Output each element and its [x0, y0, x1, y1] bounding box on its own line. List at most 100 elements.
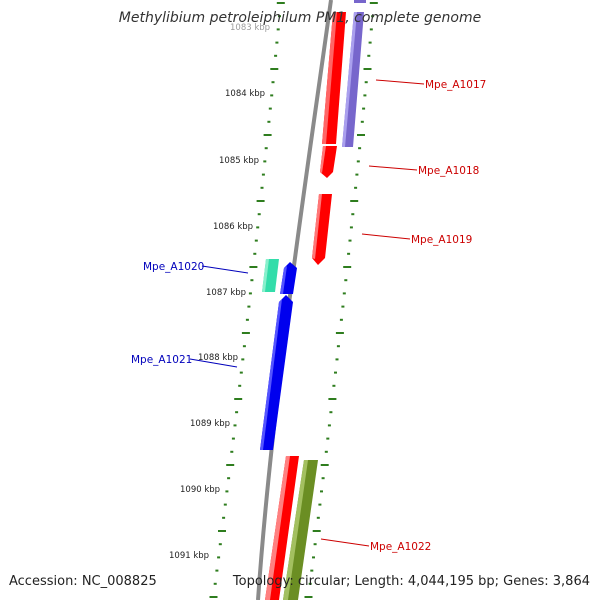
minor-tick [268, 107, 272, 110]
minor-tick [231, 437, 235, 440]
minor-tick [275, 41, 279, 44]
gene-mpe-a1019[interactable] [312, 194, 332, 265]
minor-tick [264, 147, 268, 150]
minor-tick [313, 543, 317, 546]
gene-label-a1020[interactable]: Mpe_A1020 [143, 261, 204, 273]
minor-tick [349, 226, 353, 229]
minor-tick [267, 120, 271, 123]
left-tick-track [209, 2, 285, 598]
gene-label-a1021[interactable]: Mpe_A1021 [131, 354, 192, 366]
minor-tick [250, 279, 254, 282]
gene-mpe-a1020-teal[interactable] [262, 259, 279, 292]
major-tick [335, 332, 344, 334]
minor-tick [257, 213, 261, 216]
minor-tick [227, 477, 231, 480]
gene-mpe-a1021[interactable] [260, 295, 293, 450]
gene-label-a1022[interactable]: Mpe_A1022 [370, 541, 431, 553]
minor-tick [336, 345, 340, 348]
leader-line-a1017 [375, 79, 425, 85]
kbp-label: 1090 kbp [180, 485, 220, 495]
major-tick [234, 398, 243, 400]
minor-tick [320, 490, 323, 493]
minor-tick [217, 556, 221, 559]
major-tick [256, 200, 265, 202]
minor-tick [254, 239, 258, 242]
minor-tick [332, 384, 336, 387]
gene-mpe-a1017-purple[interactable] [342, 12, 364, 147]
minor-tick [242, 345, 246, 348]
minor-tick [222, 516, 226, 519]
gene-mpe-a1022-olive[interactable] [283, 460, 318, 600]
minor-tick [223, 503, 227, 506]
leader-line-a1018 [368, 165, 418, 171]
gene-label-a1017[interactable]: Mpe_A1017 [425, 79, 486, 91]
major-tick [276, 2, 285, 4]
minor-tick [351, 213, 355, 216]
kbp-label: 1083 kbp [230, 23, 270, 33]
major-tick [218, 530, 226, 532]
gene-label-a1018[interactable]: Mpe_A1018 [418, 165, 479, 177]
minor-tick [318, 503, 322, 506]
minor-tick [354, 186, 358, 189]
minor-tick [371, 15, 375, 18]
gene-mpe-a1017-red[interactable] [322, 12, 346, 144]
minor-tick [261, 173, 265, 176]
minor-tick [253, 252, 257, 255]
minor-tick [321, 477, 325, 480]
minor-tick [362, 107, 366, 110]
major-tick [369, 2, 378, 4]
major-tick [270, 68, 279, 70]
major-tick [209, 596, 218, 598]
minor-tick [329, 411, 333, 414]
minor-tick [278, 15, 281, 18]
minor-tick [326, 437, 330, 440]
minor-tick [218, 543, 222, 546]
gene-mpe-a1020-blue[interactable] [280, 262, 297, 294]
minor-tick [263, 160, 267, 163]
minor-tick [241, 358, 245, 361]
minor-tick [308, 582, 312, 585]
minor-tick [239, 371, 243, 374]
accession-text: Accession: NC_008825 [9, 574, 157, 589]
minor-tick [363, 94, 367, 97]
minor-tick [364, 81, 368, 84]
map-title: Methylibium petroleiphilum PM1, complete… [118, 10, 482, 26]
gene-label-a1019[interactable]: Mpe_A1019 [411, 234, 472, 246]
leader-line-a1021 [189, 358, 238, 368]
kbp-label: 1086 kbp [213, 222, 253, 232]
minor-tick [312, 556, 315, 559]
minor-tick [245, 318, 249, 321]
minor-tick [260, 186, 264, 189]
minor-tick [334, 371, 337, 374]
minor-tick [324, 450, 328, 453]
leader-line-a1022 [320, 538, 370, 547]
minor-tick [238, 384, 242, 387]
minor-tick [348, 239, 352, 242]
kbp-label: 1085 kbp [219, 156, 259, 166]
minor-tick [369, 28, 373, 31]
gene-mpe-a1018[interactable] [320, 146, 337, 178]
minor-tick [256, 226, 260, 229]
major-tick [241, 332, 250, 334]
major-tick [263, 134, 272, 136]
major-tick [328, 398, 337, 400]
minor-tick [360, 120, 364, 123]
kbp-label: 1091 kbp [169, 551, 209, 561]
gene-top-purple-stub[interactable] [354, 0, 366, 3]
minor-tick [248, 292, 252, 295]
genome-backbone [256, 0, 333, 600]
kbp-label: 1089 kbp [190, 419, 230, 429]
minor-tick [215, 569, 219, 572]
minor-tick [344, 279, 348, 282]
minor-tick [247, 305, 251, 308]
minor-tick [341, 305, 345, 308]
gene-leader-lines [189, 79, 425, 547]
major-tick [304, 596, 313, 598]
minor-tick [355, 173, 359, 176]
minor-tick [225, 490, 229, 493]
gene-mpe-a1022-red[interactable] [265, 456, 299, 600]
major-tick [350, 200, 359, 202]
minor-tick [274, 54, 278, 57]
